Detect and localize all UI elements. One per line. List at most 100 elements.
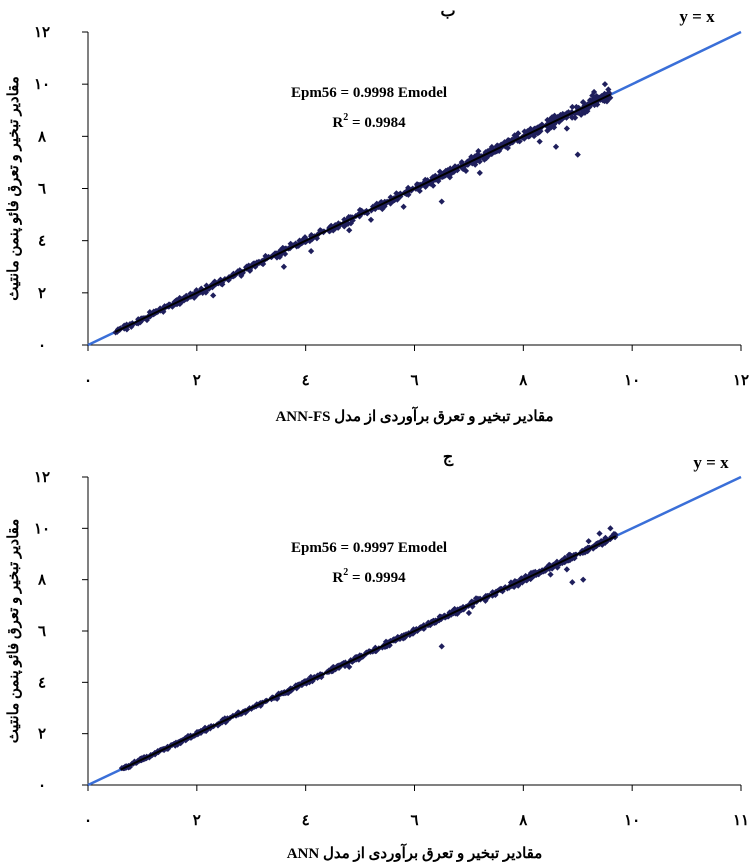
r-squared-exponent: 2 [343,112,348,123]
data-point [214,722,222,729]
data-point [135,320,142,327]
y-axis-title: مقادیر تبخیر و تعرق فائو پنمن مانتیث [6,519,23,744]
x-tick-label: ٦ [410,373,418,389]
data-point [308,248,315,255]
data-point [607,525,614,532]
data-point [301,234,309,241]
data-point [506,137,513,144]
data-point [225,276,232,284]
data-point [146,309,153,316]
data-point [523,577,530,584]
data-point [340,222,348,229]
data-point [296,237,303,244]
data-point [218,280,225,287]
x-tick-label: ٢ [193,813,201,829]
data-point [150,309,157,316]
data-point [128,323,135,330]
data-point [172,742,179,749]
y-tick-label: ٢ [38,286,46,302]
data-point [265,253,272,261]
data-point [482,597,489,604]
data-point [557,111,564,119]
data-point [581,109,589,116]
trend-line [120,535,617,771]
data-point [367,216,375,223]
x-axis-title: مقادیر تبخیر و تعرق برآوردی از مدل ANN-F… [275,406,553,425]
data-point [137,755,144,762]
data-point [441,612,448,619]
data-point [262,252,269,260]
x-tick-label: ٠ [84,813,92,829]
data-point [580,99,587,106]
data-point [274,695,281,702]
trend-line [114,93,611,333]
data-point [341,662,349,670]
data-point [442,167,449,174]
data-point [489,589,496,596]
x-tick-label: ٢ [193,373,201,389]
data-point [176,294,183,302]
data-point [299,679,306,686]
y-tick-label: ٦ [38,624,46,640]
data-point [476,169,483,176]
data-point [483,148,490,156]
data-point [536,138,543,145]
data-point [563,566,570,573]
data-point [547,571,554,578]
data-point [569,114,576,121]
data-point [203,282,210,289]
data-point [308,233,315,240]
data-point [501,139,508,146]
data-point [387,637,394,645]
chart-panel-1: ٠ ٢ ٤ ٦ ٨ ١٠ ١٢ ٠ ٢ ٤ ٦ ٨ ١٠ ١٢ ب y = x Epm56 = 0.9998 E… [6,3,749,425]
data-point [387,194,394,201]
data-point [114,326,122,333]
data-point [569,579,576,586]
data-point [335,662,343,669]
data-point [580,576,587,583]
y-tick-label: ١٢ [34,25,50,41]
data-point [462,167,470,174]
data-point [276,253,283,261]
data-point [544,116,551,124]
data-point [545,126,552,133]
data-point [239,269,246,277]
data-point [454,606,461,613]
x-tick-label: ٠ [84,373,92,389]
chart-panel-2: ٠ ٢ ٤ ٦ ٨ ١٠ ١١ ٠ ٢ ٤ ٦ ٨ ١٠ ١٢ ج y = x Epm56 = 0.9997 E… [6,449,749,862]
y-tick-label: ٨ [37,573,47,589]
identity-label: y = x [693,453,729,472]
data-point [585,538,592,545]
y-tick-label: ٢ [38,727,46,743]
data-point [474,153,482,160]
data-point [282,245,290,252]
data-point [563,125,570,132]
x-tick-label: ١٢ [733,373,749,389]
r-squared-label: R2 = 0.9994 [332,567,406,586]
y-tick-label: ١٠ [34,77,50,93]
data-point [400,635,407,642]
data-point [143,315,151,322]
y-tick-label: ٤ [38,675,46,691]
data-point [480,154,488,161]
data-point [601,81,609,88]
x-tick-label: ٨ [518,373,528,389]
data-point [252,263,259,270]
data-point [438,198,445,205]
data-point [590,88,598,96]
data-point [281,250,289,258]
r-squared-label: R2 = 0.9984 [332,112,406,131]
data-point [472,161,479,168]
data-point [210,292,217,299]
data-point [602,534,609,541]
r-squared-exponent: 2 [343,567,348,578]
data-point [187,290,194,297]
data-point [476,158,483,165]
data-point [475,147,482,155]
r-squared-value: = 0.9984 [348,115,406,131]
data-point [238,272,245,279]
data-point [309,678,316,685]
data-point [458,164,466,172]
data-point [472,158,479,165]
